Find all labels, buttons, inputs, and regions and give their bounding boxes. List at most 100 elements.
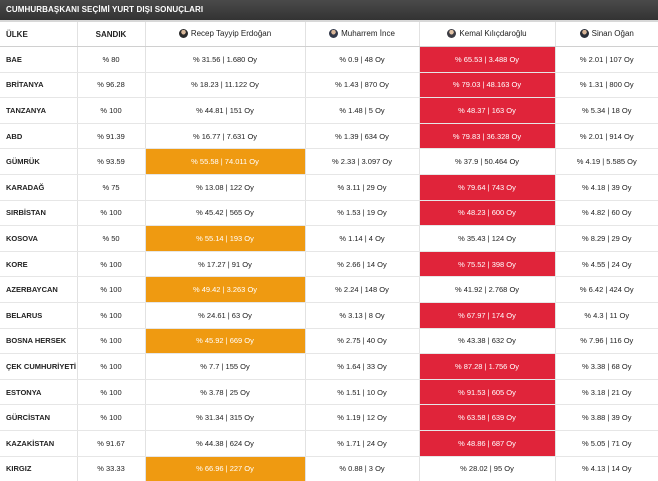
box-percentage-cell: % 33.33 <box>77 456 145 481</box>
ince-result-cell: % 0.9 | 48 Oy <box>305 47 419 73</box>
country-cell: AZERBAYCAN <box>0 277 77 303</box>
ogan-result-cell: % 3.38 | 68 Oy <box>555 354 658 380</box>
ince-header-label: Muharrem İnce <box>341 29 395 38</box>
erdogan-column-header: Recep Tayyip Erdoğan <box>145 22 305 47</box>
ogan-result-cell: % 4.55 | 24 Oy <box>555 251 658 277</box>
kilicdaroglu-header-label: Kemal Kılıçdaroğlu <box>459 29 526 38</box>
ince-result-cell: % 1.48 | 5 Oy <box>305 98 419 124</box>
country-column-header: ÜLKE <box>0 22 77 47</box>
country-cell: BRİTANYA <box>0 72 77 98</box>
kilicdaroglu-column-header: Kemal Kılıçdaroğlu <box>419 22 555 47</box>
table-row: ABD% 91.39% 16.77 | 7.631 Oy% 1.39 | 634… <box>0 123 658 149</box>
kilicdaroglu-result-cell: % 28.02 | 95 Oy <box>419 456 555 481</box>
country-cell: BELARUS <box>0 302 77 328</box>
kilicdaroglu-result-cell: % 48.37 | 163 Oy <box>419 98 555 124</box>
ince-result-cell: % 2.75 | 40 Oy <box>305 328 419 354</box>
table-row: BAE% 80% 31.56 | 1.680 Oy% 0.9 | 48 Oy% … <box>0 47 658 73</box>
table-row: KIRGIZ% 33.33% 66.96 | 227 Oy% 0.88 | 3 … <box>0 456 658 481</box>
box-percentage-cell: % 91.67 <box>77 430 145 456</box>
ince-result-cell: % 1.43 | 870 Oy <box>305 72 419 98</box>
ogan-result-cell: % 1.31 | 800 Oy <box>555 72 658 98</box>
ince-result-cell: % 1.64 | 33 Oy <box>305 354 419 380</box>
ogan-result-cell: % 6.42 | 424 Oy <box>555 277 658 303</box>
erdogan-result-cell: % 55.14 | 193 Oy <box>145 226 305 252</box>
box-percentage-cell: % 50 <box>77 226 145 252</box>
ogan-result-cell: % 3.88 | 39 Oy <box>555 405 658 431</box>
erdogan-result-cell: % 45.42 | 565 Oy <box>145 200 305 226</box>
kilicdaroglu-result-cell: % 48.86 | 687 Oy <box>419 430 555 456</box>
box-percentage-cell: % 100 <box>77 200 145 226</box>
erdogan-result-cell: % 16.77 | 7.631 Oy <box>145 123 305 149</box>
ogan-result-cell: % 4.13 | 14 Oy <box>555 456 658 481</box>
ogan-column-header: Sinan Oğan <box>555 22 658 47</box>
ince-result-cell: % 1.14 | 4 Oy <box>305 226 419 252</box>
kilicdaroglu-result-cell: % 48.23 | 600 Oy <box>419 200 555 226</box>
table-row: BOSNA HERSEK% 100% 45.92 | 669 Oy% 2.75 … <box>0 328 658 354</box>
box-percentage-cell: % 100 <box>77 98 145 124</box>
erdogan-result-cell: % 45.92 | 669 Oy <box>145 328 305 354</box>
erdogan-result-cell: % 66.96 | 227 Oy <box>145 456 305 481</box>
ince-result-cell: % 3.11 | 29 Oy <box>305 174 419 200</box>
country-cell: KIRGIZ <box>0 456 77 481</box>
erdogan-result-cell: % 3.78 | 25 Oy <box>145 379 305 405</box>
table-row: KAZAKİSTAN% 91.67% 44.38 | 624 Oy% 1.71 … <box>0 430 658 456</box>
kilicdaroglu-result-cell: % 41.92 | 2.768 Oy <box>419 277 555 303</box>
erdogan-result-cell: % 13.08 | 122 Oy <box>145 174 305 200</box>
box-percentage-cell: % 75 <box>77 174 145 200</box>
erdogan-result-cell: % 31.56 | 1.680 Oy <box>145 47 305 73</box>
table-row: GÜMRÜK% 93.59% 55.58 | 74.011 Oy% 2.33 |… <box>0 149 658 175</box>
country-cell: KOSOVA <box>0 226 77 252</box>
table-header-row: ÜLKE SANDIK Recep Tayyip Erdoğan Muharre… <box>0 22 658 47</box>
table-row: KARADAĞ% 75% 13.08 | 122 Oy% 3.11 | 29 O… <box>0 174 658 200</box>
table-row: TANZANYA% 100% 44.81 | 151 Oy% 1.48 | 5 … <box>0 98 658 124</box>
box-column-header: SANDIK <box>77 22 145 47</box>
table-row: BRİTANYA% 96.28% 18.23 | 11.122 Oy% 1.43… <box>0 72 658 98</box>
country-cell: BOSNA HERSEK <box>0 328 77 354</box>
country-cell: GÜMRÜK <box>0 149 77 175</box>
ogan-result-cell: % 4.18 | 39 Oy <box>555 174 658 200</box>
erdogan-result-cell: % 24.61 | 63 Oy <box>145 302 305 328</box>
erdogan-result-cell: % 44.38 | 624 Oy <box>145 430 305 456</box>
box-percentage-cell: % 100 <box>77 379 145 405</box>
ogan-result-cell: % 5.05 | 71 Oy <box>555 430 658 456</box>
results-table-body: BAE% 80% 31.56 | 1.680 Oy% 0.9 | 48 Oy% … <box>0 47 658 481</box>
table-row: KORE% 100% 17.27 | 91 Oy% 2.66 | 14 Oy% … <box>0 251 658 277</box>
box-percentage-cell: % 91.39 <box>77 123 145 149</box>
ogan-result-cell: % 4.19 | 5.585 Oy <box>555 149 658 175</box>
kilicdaroglu-result-cell: % 91.53 | 605 Oy <box>419 379 555 405</box>
page-title: CUMHURBAŞKANI SEÇİMİ YURT DIŞI SONUÇLARI <box>0 0 658 20</box>
box-percentage-cell: % 93.59 <box>77 149 145 175</box>
country-cell: ESTONYA <box>0 379 77 405</box>
country-cell: SIRBİSTAN <box>0 200 77 226</box>
erdogan-result-cell: % 17.27 | 91 Oy <box>145 251 305 277</box>
ince-result-cell: % 2.24 | 148 Oy <box>305 277 419 303</box>
ogan-result-cell: % 8.29 | 29 Oy <box>555 226 658 252</box>
table-row: ESTONYA% 100% 3.78 | 25 Oy% 1.51 | 10 Oy… <box>0 379 658 405</box>
kilicdaroglu-result-cell: % 63.58 | 639 Oy <box>419 405 555 431</box>
country-cell: TANZANYA <box>0 98 77 124</box>
ince-avatar-icon <box>329 29 338 38</box>
kilicdaroglu-result-cell: % 43.38 | 632 Oy <box>419 328 555 354</box>
ince-result-cell: % 1.39 | 634 Oy <box>305 123 419 149</box>
ince-result-cell: % 0.88 | 3 Oy <box>305 456 419 481</box>
ince-result-cell: % 1.51 | 10 Oy <box>305 379 419 405</box>
ogan-result-cell: % 3.18 | 21 Oy <box>555 379 658 405</box>
ogan-avatar-icon <box>580 29 589 38</box>
ogan-result-cell: % 4.82 | 60 Oy <box>555 200 658 226</box>
kilicdaroglu-result-cell: % 37.9 | 50.464 Oy <box>419 149 555 175</box>
table-row: GÜRCİSTAN% 100% 31.34 | 315 Oy% 1.19 | 1… <box>0 405 658 431</box>
country-cell: ÇEK CUMHURİYETİ <box>0 354 77 380</box>
ince-result-cell: % 1.19 | 12 Oy <box>305 405 419 431</box>
box-percentage-cell: % 100 <box>77 277 145 303</box>
ogan-result-cell: % 4.3 | 11 Oy <box>555 302 658 328</box>
table-row: ÇEK CUMHURİYETİ% 100% 7.7 | 155 Oy% 1.64… <box>0 354 658 380</box>
box-percentage-cell: % 100 <box>77 302 145 328</box>
results-table: ÜLKE SANDIK Recep Tayyip Erdoğan Muharre… <box>0 22 658 481</box>
kilicdaroglu-result-cell: % 65.53 | 3.488 Oy <box>419 47 555 73</box>
erdogan-header-label: Recep Tayyip Erdoğan <box>191 29 271 38</box>
kilicdaroglu-result-cell: % 79.64 | 743 Oy <box>419 174 555 200</box>
ogan-result-cell: % 2.01 | 914 Oy <box>555 123 658 149</box>
ogan-result-cell: % 5.34 | 18 Oy <box>555 98 658 124</box>
ince-result-cell: % 2.33 | 3.097 Oy <box>305 149 419 175</box>
box-percentage-cell: % 96.28 <box>77 72 145 98</box>
